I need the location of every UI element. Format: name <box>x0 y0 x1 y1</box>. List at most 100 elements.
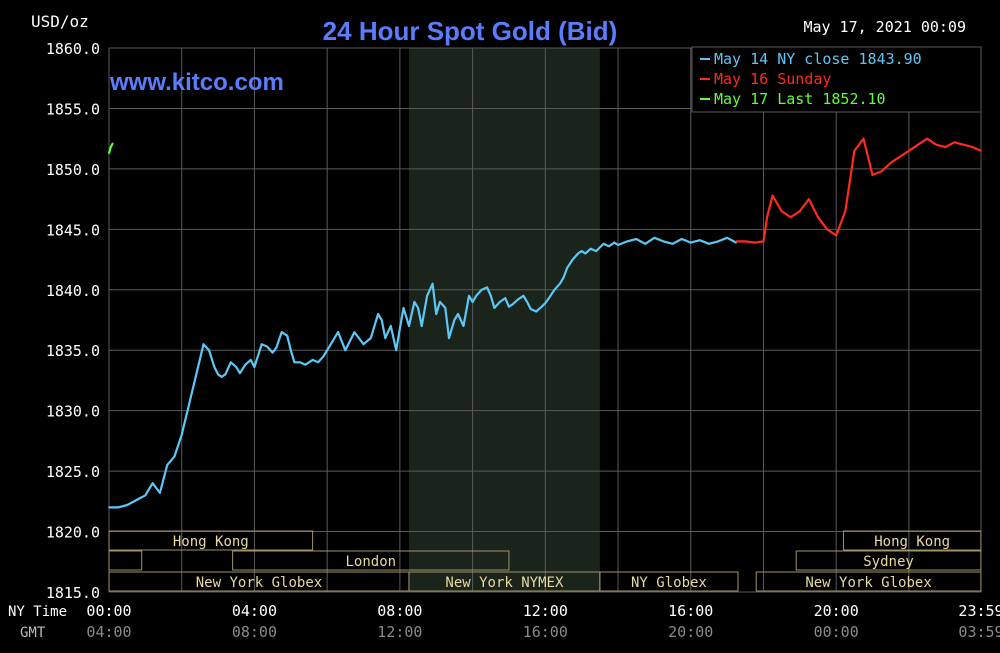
series-point <box>180 433 183 436</box>
series-point <box>808 198 810 201</box>
series-point <box>753 241 756 244</box>
series-point <box>417 307 419 309</box>
x-tick-label-ny: 23:59 <box>958 602 1000 620</box>
series-point <box>260 343 263 346</box>
series-point <box>598 246 601 249</box>
series-point <box>613 241 616 244</box>
series-point <box>608 245 610 248</box>
series-point <box>213 366 216 369</box>
series-point <box>617 244 619 246</box>
legend-entry: May 16 Sunday <box>714 70 831 88</box>
series-point <box>671 242 674 245</box>
series-point <box>426 294 429 297</box>
series-point <box>402 307 405 309</box>
x-tick-label-ny: 20:00 <box>814 602 859 620</box>
series-point <box>395 349 398 352</box>
series-point <box>680 238 683 240</box>
ny-time-label: NY Time <box>8 604 67 620</box>
session-label: London <box>345 554 396 570</box>
series-point <box>457 313 459 315</box>
session-label: Sydney <box>863 554 914 570</box>
series-point <box>626 240 629 243</box>
x-tick-label-gmt: 16:00 <box>523 623 568 641</box>
series-point <box>317 361 319 364</box>
series-point <box>431 282 434 285</box>
series-point <box>377 313 379 315</box>
y-tick-label: 1855.0 <box>46 100 100 118</box>
series-point <box>962 143 965 146</box>
series-point <box>304 363 307 366</box>
series-point <box>208 349 210 352</box>
series-point <box>580 250 583 252</box>
series-point <box>771 194 774 197</box>
series-point <box>108 152 110 155</box>
series-point <box>907 149 910 152</box>
series-point <box>438 300 441 303</box>
session-box <box>842 530 982 551</box>
series-point <box>493 307 496 309</box>
series-point <box>595 250 598 252</box>
series-point <box>689 241 692 244</box>
series-point <box>511 303 514 306</box>
series-point <box>526 300 529 303</box>
series-point <box>853 149 856 152</box>
series-point <box>220 375 223 378</box>
x-tick-label-gmt: 04:00 <box>86 623 131 641</box>
series-point <box>159 491 161 494</box>
series-point <box>544 302 547 304</box>
series-point <box>498 300 501 303</box>
price-series <box>107 137 982 509</box>
session-box <box>108 550 143 571</box>
series-point <box>726 236 729 239</box>
series-point <box>293 361 296 364</box>
session-label: New York Globex <box>196 575 322 591</box>
series-point <box>408 325 410 327</box>
series-point <box>489 294 492 297</box>
series-point <box>468 294 470 297</box>
session-box <box>599 571 739 592</box>
series-point <box>398 327 401 330</box>
x-tick-label-gmt: 20:00 <box>668 623 713 641</box>
series-point <box>344 349 347 352</box>
session-label: Hong Kong <box>874 534 950 550</box>
series-point <box>898 155 901 158</box>
series-point <box>708 242 710 245</box>
nymex-session-shade <box>408 48 600 592</box>
series-point <box>322 355 325 358</box>
series-point <box>420 325 423 327</box>
x-tick-label-ny: 12:00 <box>523 602 568 620</box>
series-point <box>144 494 147 497</box>
y-tick-label: 1815.0 <box>46 584 100 602</box>
y-tick-label: 1860.0 <box>46 40 100 58</box>
series-point <box>266 345 269 348</box>
session-label: NY Globex <box>631 575 707 591</box>
series-point <box>117 506 119 509</box>
series-point <box>202 343 205 346</box>
series-point <box>217 373 219 376</box>
series-point <box>944 146 947 149</box>
session-box <box>755 571 982 592</box>
series-point <box>504 297 507 300</box>
x-tick-label-ny: 00:00 <box>86 602 131 620</box>
x-tick-label-ny: 08:00 <box>377 602 422 620</box>
series-point <box>151 482 154 485</box>
series-point <box>384 337 387 340</box>
series-point <box>173 455 176 458</box>
series-point <box>835 234 838 237</box>
series-point <box>653 236 656 239</box>
session-box <box>795 550 982 571</box>
series-point <box>553 288 556 291</box>
series-point <box>224 373 227 376</box>
x-tick-label-gmt: 03:59 <box>958 623 1000 641</box>
series-point <box>935 143 938 146</box>
series-point <box>249 358 252 361</box>
series-point <box>298 361 301 364</box>
timestamp: May 17, 2021 00:09 <box>803 18 966 36</box>
series-point <box>584 252 587 255</box>
session-label: New York Globex <box>805 575 931 591</box>
series-point <box>109 146 112 149</box>
legend-entry: May 17 Last 1852.10 <box>714 90 886 108</box>
series-point <box>389 325 392 327</box>
legend-entry: May 14 NY close 1843.90 <box>714 50 922 68</box>
